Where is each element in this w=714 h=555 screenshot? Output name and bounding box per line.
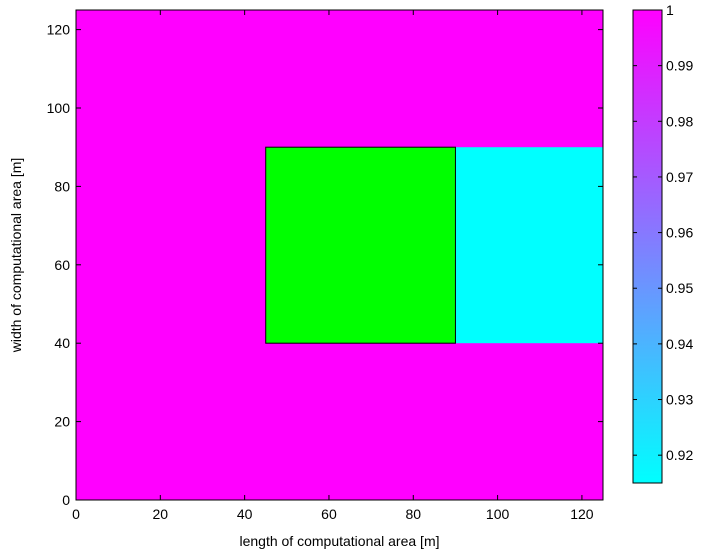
y-tick-label: 40	[54, 335, 70, 351]
x-tick-label: 40	[237, 506, 253, 522]
obstacle-block	[265, 146, 456, 344]
colorbar-tick-label: 0.98	[666, 113, 693, 129]
colorbar-frame	[632, 9, 663, 484]
colorbar-tick-label: 0.97	[666, 169, 693, 185]
y-tick-label: 20	[54, 414, 70, 430]
x-axis: 0 20 40 60 80 100 120	[72, 10, 594, 522]
wake-region	[455, 147, 603, 344]
y-tick-label: 60	[54, 257, 70, 273]
colorbar-tick-label: 0.99	[666, 58, 693, 74]
colorbar-ticks: 0.92 0.93 0.94 0.95 0.96 0.97 0.98 0.99 1	[633, 2, 693, 463]
colorbar-tick-label: 0.92	[666, 447, 693, 463]
y-axis-label: width of computational area [m]	[8, 158, 24, 354]
plot-area	[75, 9, 604, 501]
y-tick-label: 120	[47, 22, 71, 38]
x-tick-label: 0	[72, 506, 80, 522]
x-tick-label: 120	[570, 506, 594, 522]
colorbar-tick-label: 0.96	[666, 225, 693, 241]
y-tick-label: 100	[47, 100, 71, 116]
colorbar-tick-label: 0.94	[666, 336, 693, 352]
x-tick-label: 100	[486, 506, 510, 522]
plot-frame	[75, 9, 604, 501]
colorbar-tick-label: 0.95	[666, 280, 693, 296]
colorbar-tick-label: 1	[666, 2, 674, 18]
colorbar: 0.92 0.93 0.94 0.95 0.96 0.97 0.98 0.99 1	[632, 2, 693, 484]
x-tick-label: 80	[405, 506, 421, 522]
colorbar-gradient	[633, 10, 662, 483]
y-axis: 0 20 40 60 80 100 120	[47, 22, 603, 508]
x-axis-label: length of computational area [m]	[239, 533, 439, 549]
y-tick-label: 80	[54, 178, 70, 194]
y-tick-label: 0	[62, 492, 70, 508]
x-tick-label: 20	[153, 506, 169, 522]
colorbar-tick-label: 0.93	[666, 392, 693, 408]
x-tick-label: 60	[321, 506, 337, 522]
